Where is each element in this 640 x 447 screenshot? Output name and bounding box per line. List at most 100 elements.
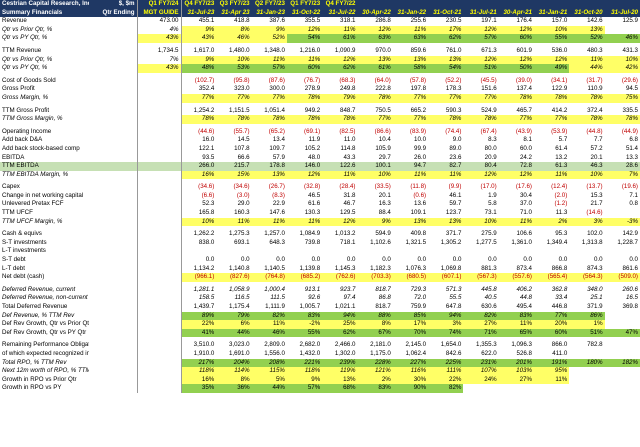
value-cell: 85% xyxy=(392,311,429,321)
value-cell: 71.0 xyxy=(519,209,532,217)
table-row: TTM UFCF Margin, % 10% 11% 11% 11% 12% 9% 13% 13… xyxy=(0,217,640,227)
value-cell: 10% xyxy=(181,217,217,227)
value-cell: -3% xyxy=(604,217,640,227)
value-cell: 13% xyxy=(392,217,429,227)
value-cell xyxy=(463,247,498,256)
table-row: Qtr vs Prior Qtr, % 4% 9% 8% 9% 12% 11% 12% 11% 1… xyxy=(0,25,640,35)
value-cell: 55% xyxy=(286,328,323,338)
value-cell: 11.3 xyxy=(555,209,568,217)
value-cell: (31.7) xyxy=(586,76,603,84)
value-cell: 197.1 xyxy=(481,17,497,25)
table-row: Def Rev Growth, Qtr vs PY Qtr 41% 44% 46% 55… xyxy=(0,328,640,338)
value-cell: 355.5 xyxy=(304,17,321,25)
row-label: S-T debt xyxy=(2,256,26,264)
value-cell: (55.7) xyxy=(233,127,250,135)
value-cell: 54% xyxy=(428,64,464,73)
value-cell: 43.3 xyxy=(343,153,356,161)
value-cell: (39.0) xyxy=(515,76,532,84)
value-cell: 95.3 xyxy=(555,230,568,238)
value-cell: 970.0 xyxy=(375,46,391,54)
value-cell: 46.3 xyxy=(569,162,605,171)
row-label: Net debt (cash) xyxy=(2,273,45,281)
guide-cell xyxy=(136,294,182,303)
quarter-label: Q4 FY7/23 xyxy=(181,0,217,9)
value-cell: 60% xyxy=(286,64,323,73)
value-cell: 25.1 xyxy=(590,294,603,302)
value-cell: 1,182.3 xyxy=(370,264,391,272)
value-cell: 1,062.4 xyxy=(405,349,427,357)
value-cell xyxy=(428,247,463,256)
row-label: TTM EBITDA Margin, % xyxy=(2,170,69,178)
value-cell: 1,361.0 xyxy=(511,238,532,246)
table-row: Revenue 473.00 455.1 418.8 387.6 355.5 318.1 28… xyxy=(0,17,640,26)
table-row: Capex (34.6) (34.6) (26.7) (32.8) (28.4) (33.5… xyxy=(0,183,640,192)
guide-period: Q1 FY7/24 xyxy=(136,0,182,9)
value-cell: (0.6) xyxy=(413,191,427,199)
value-cell: 881.3 xyxy=(481,264,497,272)
period-date: 31-Jul-21 xyxy=(463,8,499,18)
guide-cell xyxy=(136,341,182,350)
value-cell: 44% xyxy=(216,328,252,338)
row-label: Capex xyxy=(2,183,20,191)
unit-cell xyxy=(89,320,137,329)
value-cell: 227% xyxy=(392,358,429,368)
table-row: L-T debt 1,134.2 1,140.8 1,140.5 1,139.8 1,14… xyxy=(0,264,640,274)
unit-cell xyxy=(89,115,137,124)
value-cell: 2,809.0 xyxy=(264,341,285,349)
value-cell: 21.7 xyxy=(590,200,603,208)
guide-cell: 1,734.5 xyxy=(136,46,182,56)
guide-cell xyxy=(136,209,182,218)
value-cell xyxy=(569,247,604,256)
period-date: 31-Jan-21 xyxy=(533,8,570,18)
value-cell: 46% xyxy=(604,34,640,43)
value-cell: 630.6 xyxy=(481,303,497,310)
value-cell: 8% xyxy=(216,375,252,385)
row-label: TTM Revenue xyxy=(2,46,42,54)
value-cell: 77% xyxy=(392,115,429,124)
value-cell: 480.3 xyxy=(587,46,603,54)
value-cell: 323.0 xyxy=(234,85,250,93)
guide-cell xyxy=(136,256,182,265)
unit-cell xyxy=(89,273,137,282)
value-cell: 28.6 xyxy=(604,162,640,171)
value-cell: 1,275.3 xyxy=(228,230,250,238)
row-label: Cash & equivs xyxy=(2,230,42,238)
value-cell: 1,321.5 xyxy=(405,238,427,246)
value-cell: 848.7 xyxy=(340,106,356,114)
value-cell: 158.5 xyxy=(198,294,215,302)
value-cell: 838.0 xyxy=(198,238,215,246)
value-cell: 30% xyxy=(392,375,429,385)
value-cell: 0.0 xyxy=(452,256,462,264)
value-cell: 122.6 xyxy=(322,162,358,171)
guide-cell xyxy=(136,106,182,116)
value-cell: (83.9) xyxy=(409,127,427,135)
value-cell: 22% xyxy=(181,320,217,329)
value-cell: (17.6) xyxy=(515,183,532,191)
value-cell: 13% xyxy=(428,217,464,227)
value-cell: (32.8) xyxy=(304,183,321,191)
unit-cell xyxy=(89,230,137,239)
value-cell: 3% xyxy=(428,320,464,329)
table-row: Gross Profit 352.4 323.0 300.0 278.9 249.8 222… xyxy=(0,85,640,94)
value-cell xyxy=(605,367,640,376)
guide-cell xyxy=(136,273,182,282)
unit-cell xyxy=(89,77,137,86)
value-cell: (28.4) xyxy=(339,183,356,191)
value-cell xyxy=(605,312,640,321)
unit-cell xyxy=(89,162,138,171)
guide-cell xyxy=(136,375,182,385)
value-cell: 0.0 xyxy=(382,256,391,264)
value-cell: 61% xyxy=(357,64,393,73)
value-cell: 77% xyxy=(463,93,499,103)
value-cell: 59.7 xyxy=(449,200,462,208)
guide-cell xyxy=(136,93,182,103)
table-row: Growth in RPO vs PY 35% 36% 44% 57% 68% 83% 90%… xyxy=(0,384,640,393)
value-cell: 147.6 xyxy=(269,209,285,217)
value-cell: (564.3) xyxy=(569,273,605,282)
value-cell: 0.0 xyxy=(558,256,568,264)
value-cell: 77% xyxy=(533,311,570,321)
value-cell: (86.6) xyxy=(374,127,391,135)
value-cell: (43.9) xyxy=(515,127,532,135)
value-cell: 455.1 xyxy=(198,17,215,25)
value-cell: (567.3) xyxy=(463,273,499,282)
